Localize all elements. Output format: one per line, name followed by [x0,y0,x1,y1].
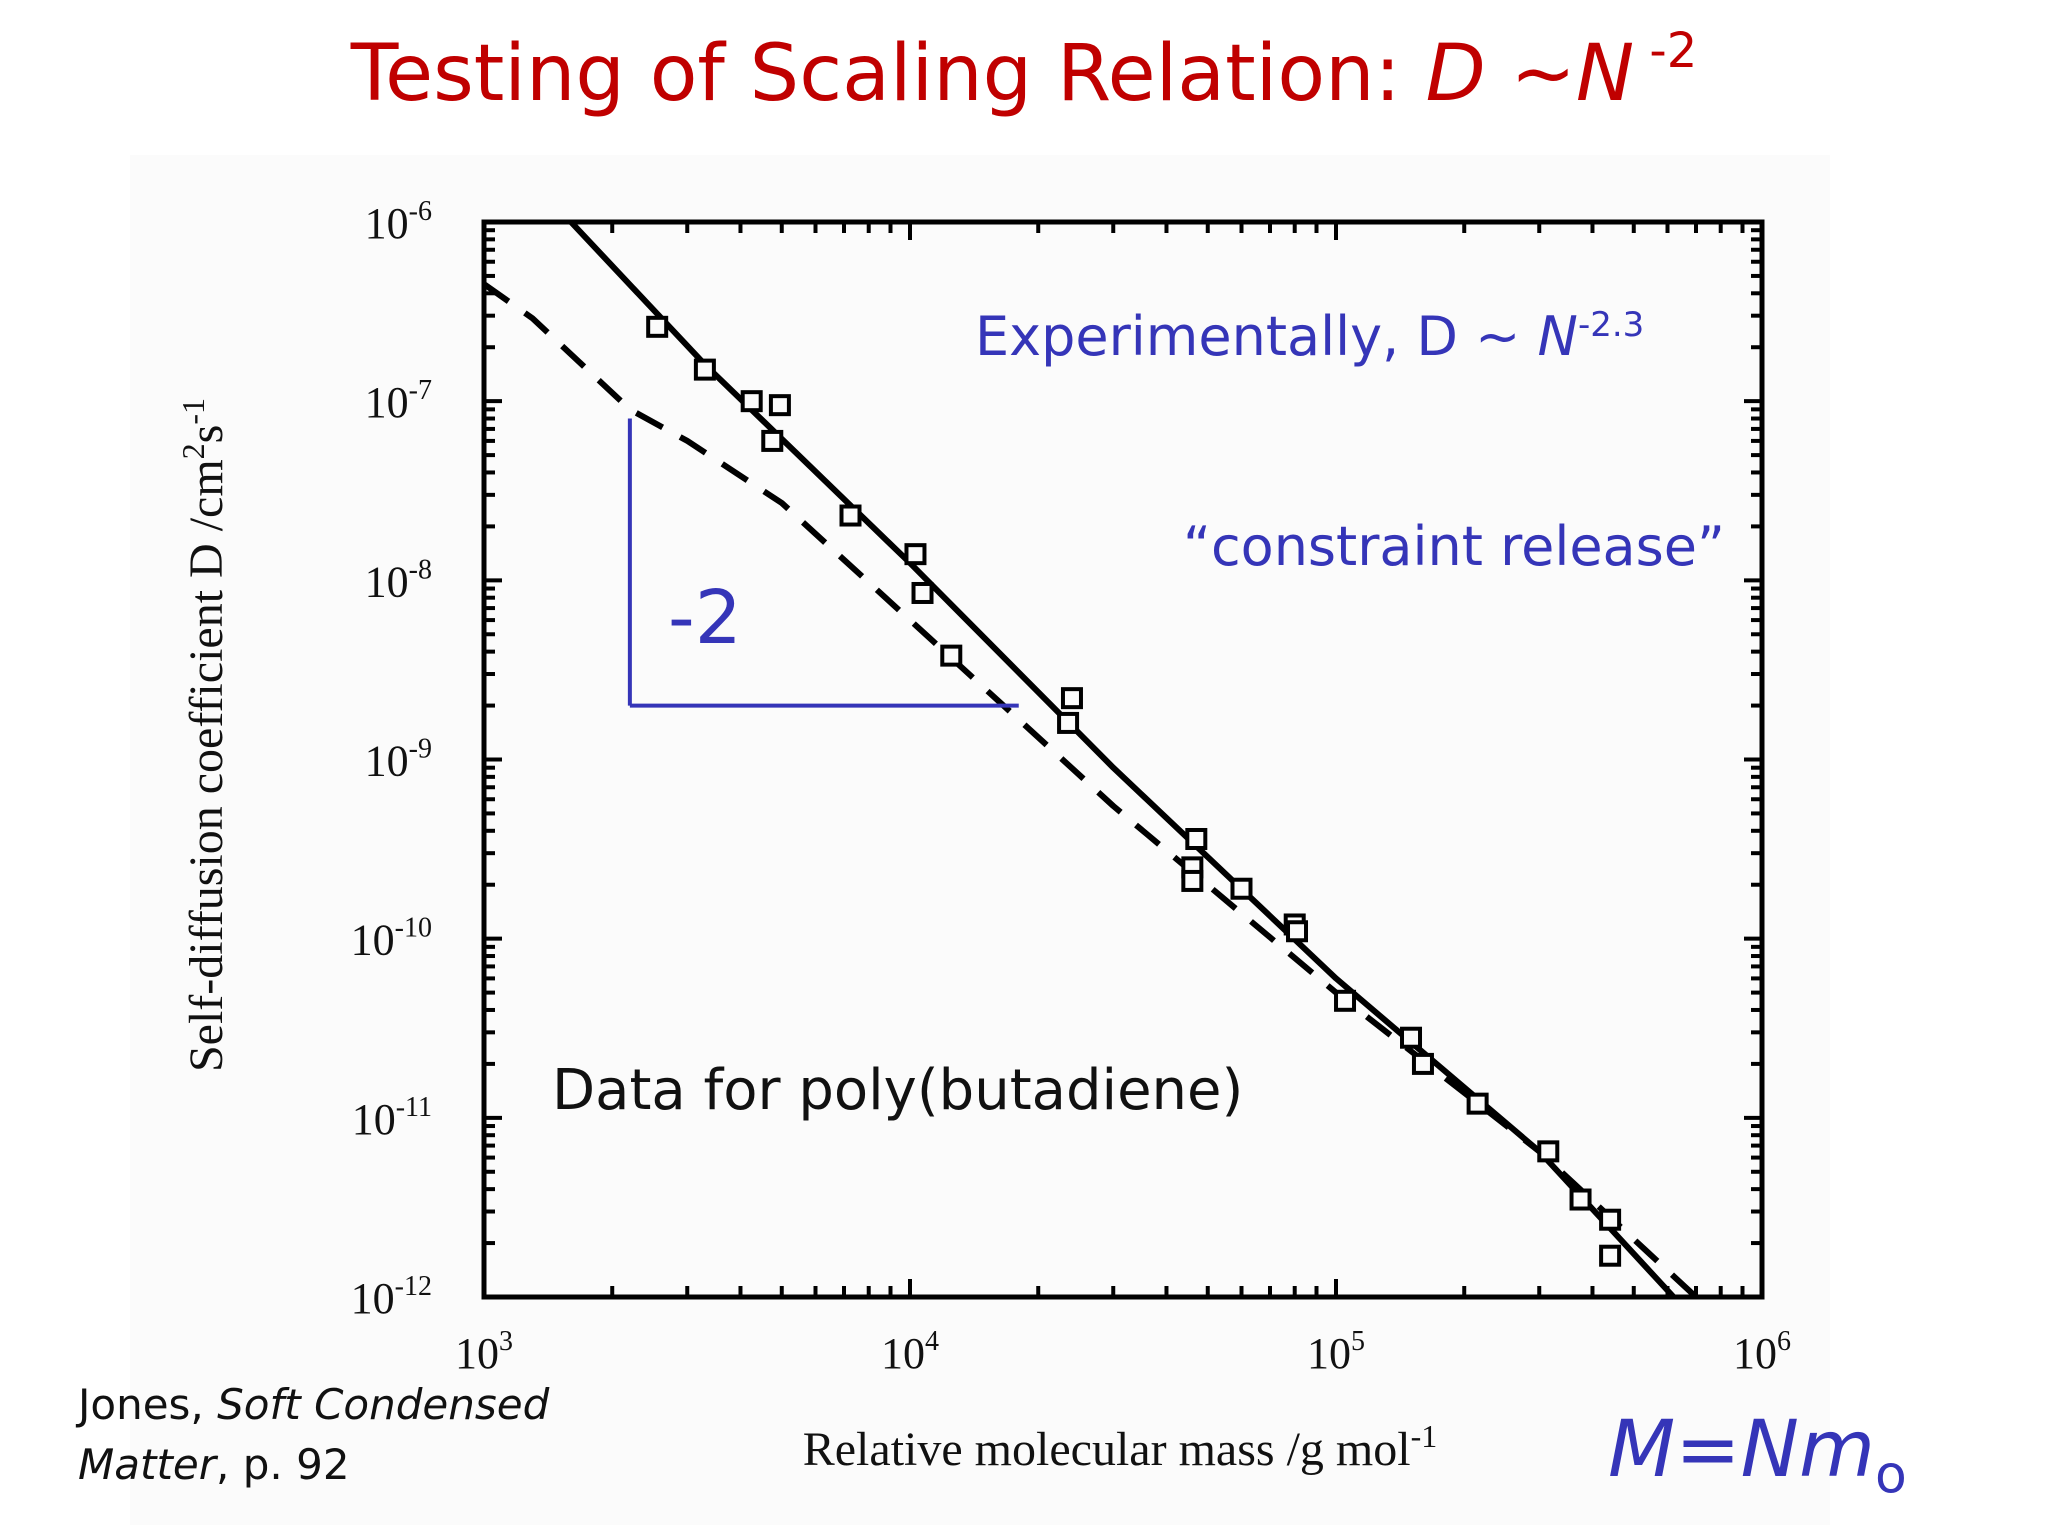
y-tick-exponent: -7 [409,375,432,406]
data-point [740,390,763,413]
x-tick-labels: 103 104 105 106 [455,1326,1791,1378]
y-tick-label: 10-7 [365,375,432,427]
y-tick-exponent: -6 [409,196,432,227]
x-tick-exponent: 5 [1351,1326,1365,1357]
data-label: Data for poly(butadiene) [552,1058,1244,1123]
y-tick-label: 10-9 [365,734,432,786]
dashed-fit-line [482,281,1699,1300]
y-tick-label: 10-10 [351,913,432,965]
data-point [1230,877,1253,900]
y-tick-base: 10 [352,1095,396,1144]
title-prefix: Testing of Scaling Relation: [350,29,1426,119]
data-point [1334,989,1357,1012]
y-tick-base: 10 [351,916,395,965]
x-tick-label: 106 [1733,1326,1791,1378]
y-tick-exponent: -12 [395,1271,432,1302]
solid-fit-line [568,219,1676,1300]
title-tilde: ~ [1485,29,1576,119]
title-exponent: -2 [1634,23,1698,79]
slide-title: Testing of Scaling Relation: D ~N -2 [0,23,2048,122]
data-point [1599,1244,1622,1267]
title-symbol-n: N [1575,29,1635,119]
experimental-scaling-note: Experimentally, D ~ N-2.3 [975,305,1644,368]
data-points [646,315,1622,1267]
x-tick-exponent: 4 [925,1326,939,1357]
constraint-release-note: “constraint release” [1183,515,1725,578]
y-tick-label: 10-12 [351,1271,432,1323]
x-tick-base: 10 [881,1329,925,1378]
data-point [1599,1208,1622,1231]
experimental-prefix: Experimentally, D ~ [975,305,1538,368]
y-axis-label-exp2: -1 [175,398,211,425]
fit-lines [482,219,1699,1300]
y-tick-label: 10-8 [365,554,432,606]
data-point [839,504,862,527]
data-point [1400,1026,1423,1049]
data-point [1060,687,1083,710]
y-tick-label: 10-11 [352,1092,432,1144]
y-tick-label: 10-6 [365,196,432,248]
x-tick-label: 103 [455,1326,513,1378]
data-point [911,581,934,604]
y-axis-label-mid: s [180,425,233,444]
data-point [1466,1092,1489,1115]
slope-label: -2 [668,575,742,661]
x-axis-label-text: Relative molecular mass /g mol [803,1423,1411,1476]
mass-relation-sub: o [1874,1445,1907,1506]
data-point [1411,1052,1434,1075]
x-tick-exponent: 3 [499,1326,513,1357]
title-symbol-d: D [1425,29,1486,119]
data-point [1057,711,1080,734]
y-tick-base: 10 [365,378,409,427]
y-tick-exponent: -9 [409,734,432,765]
data-point [693,358,716,381]
data-point [1286,920,1309,943]
y-axis-label-exp1: 2 [175,443,211,459]
x-axis-label: Relative molecular mass /g mol-1 [803,1418,1438,1476]
y-tick-base: 10 [351,1274,395,1323]
data-point [768,394,791,417]
x-tick-label: 104 [881,1326,939,1378]
data-point [646,315,669,338]
data-point [904,543,927,566]
data-point [1185,827,1208,850]
y-tick-base: 10 [365,199,409,248]
citation-page: , p. 92 [216,1439,350,1489]
x-axis-label-exp: -1 [1411,1418,1438,1454]
data-point [761,429,784,452]
citation: Jones, Soft Condensed Matter, p. 92 [78,1375,598,1494]
data-point [1569,1188,1592,1211]
experimental-symbol-n: N [1537,305,1578,368]
plot-frame [481,219,1765,1300]
y-tick-base: 10 [365,557,409,606]
x-tick-exponent: 6 [1777,1326,1791,1357]
experimental-exponent: -2.3 [1577,305,1645,345]
x-tick-base: 10 [1733,1329,1777,1378]
y-tick-exponent: -10 [395,913,432,944]
mass-relation: M=Nmo [1608,1405,1907,1506]
y-tick-base: 10 [365,737,409,786]
citation-author: Jones, [78,1380,218,1429]
citation-book: Soft Condensed Matter [78,1380,550,1489]
data-point [1181,869,1204,892]
axis-ticks [484,222,1762,1297]
y-axis-label-text: Self-diffusion coefficient D /cm [180,459,233,1072]
data-point [940,644,963,667]
data-point [1537,1140,1560,1163]
x-tick-base: 10 [455,1329,499,1378]
y-axis-label: Self-diffusion coefficient D /cm2s-1 [175,398,233,1072]
y-tick-exponent: -11 [396,1092,432,1123]
slope-triangle [627,418,1019,708]
mass-relation-main: M=Nm [1608,1405,1875,1495]
x-tick-label: 105 [1307,1326,1365,1378]
x-tick-base: 10 [1307,1329,1351,1378]
y-tick-exponent: -8 [409,554,432,585]
